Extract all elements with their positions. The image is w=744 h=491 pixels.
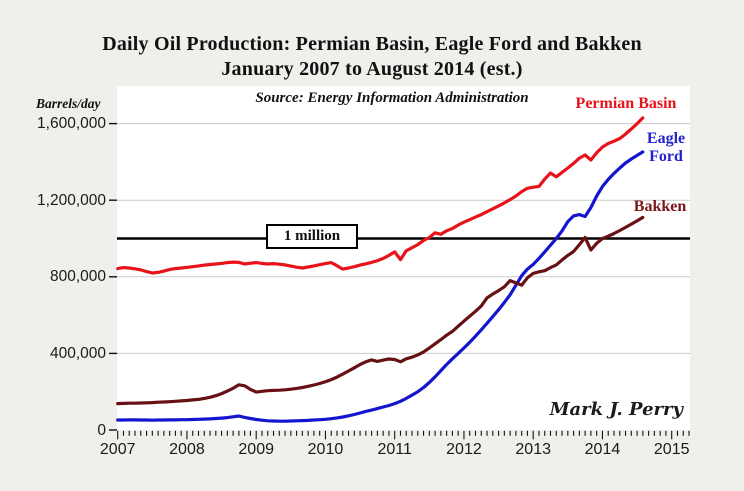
series-label-eagle-ford-line2: Ford [649,148,683,165]
x-tick-label-2010: 2010 [307,441,344,458]
y-tick-label-1200000: 1,200,000 [37,191,106,209]
series-line-bakken [116,215,645,406]
author-signature: Mark J. Perry [549,399,683,420]
x-tick-label-2007: 2007 [99,441,136,458]
y-tick-label-1600000: 1,600,000 [37,115,106,133]
y-axis-unit-label: Barrels/day [36,96,101,111]
x-tick-label-2015: 2015 [653,441,690,458]
series-label-permian-basin: Permian Basin [575,95,677,112]
series-line-eagle-ford [116,150,645,423]
y-tick-label-400000: 400,000 [49,344,106,362]
x-tick-label-2014: 2014 [584,441,621,458]
series-line-permian-basin [116,116,645,275]
y-tick-label-800000: 800,000 [49,268,106,286]
page-title-line1: Daily Oil Production: Permian Basin, Eag… [102,33,642,55]
series-label-eagle-ford: Eagle Ford [636,130,696,166]
x-tick-label-2013: 2013 [515,441,551,458]
source-note: Source: Energy Information Administratio… [255,90,529,106]
reference-line-label-box: 1 million [266,224,358,249]
page-title-line2: January 2007 to August 2014 (est.) [221,58,523,80]
x-tick-label-2011: 2011 [377,441,412,458]
x-tick-label-2009: 2009 [238,441,274,458]
series-label-bakken: Bakken [633,198,687,215]
x-tick-label-2012: 2012 [446,441,482,458]
series-label-eagle-ford-line1: Eagle [646,130,686,147]
x-tick-label-2008: 2008 [169,441,205,458]
plot-area [117,86,690,430]
y-tick-label-0: 0 [97,421,106,439]
